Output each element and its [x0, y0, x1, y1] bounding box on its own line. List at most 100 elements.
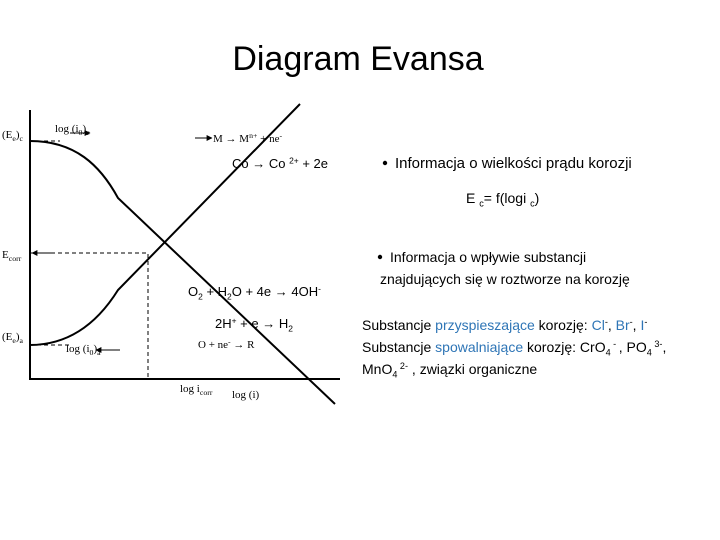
text-part: , związki organiczne	[408, 361, 537, 377]
substance-line: Substancje spowalniające korozję: CrO4 -…	[362, 339, 666, 358]
text-part: O	[595, 339, 606, 355]
text-part: 4	[392, 370, 397, 380]
text-part: corr	[9, 254, 22, 263]
text-part: log (i	[66, 343, 90, 355]
text-part: korozję:	[535, 317, 592, 333]
text-part: e	[12, 336, 16, 345]
text-part: ,	[633, 317, 641, 333]
text-part: Mn	[362, 361, 381, 377]
text-part: + H	[203, 284, 227, 299]
bullet	[377, 254, 383, 260]
text-part: M → M	[213, 133, 249, 145]
diagram-label: log (i)	[232, 389, 260, 401]
diagram-label: (Ee)a	[2, 331, 24, 345]
text-part: = f(logi	[484, 190, 530, 206]
text-part: a	[97, 348, 101, 357]
text-part: E	[2, 249, 9, 261]
text-part: (E	[2, 129, 13, 141]
text-part: korozję: Cr	[523, 339, 595, 355]
text-part: c	[86, 128, 90, 137]
text-part: corr	[200, 388, 213, 397]
bullet	[382, 160, 388, 166]
text-part: -	[630, 317, 633, 327]
title: Diagram Evansa	[232, 40, 483, 78]
bullet-text: E c= f(logi c)	[466, 190, 539, 209]
text-part: 4	[606, 348, 611, 358]
text-part: O	[188, 284, 198, 299]
substance-line: MnO4 2- , związki organiczne	[362, 361, 537, 380]
text-part: 2	[227, 291, 232, 301]
bullet-text: Informacja o wpływie substancji	[390, 249, 586, 265]
text-part: Co → Co	[232, 156, 289, 171]
text-part: -	[611, 339, 619, 349]
text-part: + ne	[257, 133, 279, 145]
text-part: Informacja o wpływie substancji	[390, 249, 586, 265]
cathodic-curve	[29, 140, 336, 405]
text-part: log (i	[55, 123, 79, 135]
text-part: -	[228, 337, 231, 346]
reaction: Co → Co 2+ + 2e	[232, 155, 328, 171]
text-part: +	[232, 315, 237, 325]
text-part: 2+	[289, 155, 299, 165]
anodic-curve	[29, 103, 301, 346]
diagram-label: log (i0)c	[55, 123, 90, 137]
diagram-label: Ecorr	[2, 249, 22, 263]
text-part: + e → H	[237, 316, 289, 331]
text-part: spowalniające	[435, 339, 523, 355]
text-part: → R	[231, 339, 256, 351]
text-part: )	[16, 331, 20, 343]
diagram-label: (Ee)c	[2, 129, 24, 143]
text-part: c	[479, 199, 484, 209]
text-part: Br	[616, 317, 630, 333]
reaction: O2 + H2O + 4e → 4OH-	[188, 283, 321, 301]
text-part: )	[16, 129, 20, 141]
text-part: 0	[79, 128, 83, 137]
text-part: Substancje	[362, 317, 435, 333]
text-part: znajdujących się w roztworze na korozję	[380, 271, 630, 287]
text-part: )	[82, 123, 86, 135]
text-part: -	[318, 283, 321, 293]
diagram-label: log icorr	[180, 383, 213, 397]
text-part: ,	[662, 339, 666, 355]
text-part: e	[12, 134, 16, 143]
text-part: c	[530, 199, 535, 209]
text-part: Substancje	[362, 339, 435, 355]
text-part: Informacja o wielkości prądu korozji	[395, 155, 632, 172]
text-part: + 2e	[299, 156, 328, 171]
text-part: I	[640, 317, 644, 333]
text-part: c	[20, 134, 24, 143]
text-part: , PO	[619, 339, 647, 355]
text-part: 2	[198, 291, 203, 301]
text-part: 0	[90, 348, 94, 357]
text-part: -	[644, 317, 647, 327]
text-part: E	[466, 190, 479, 206]
text-part: (E	[2, 331, 13, 343]
substance-line: Substancje przyspieszające korozję: Cl-,…	[362, 317, 647, 333]
bullet-text: Informacja o wielkości prądu korozji	[395, 155, 632, 172]
diagram-label: O + ne- → R	[198, 337, 255, 351]
text-part: log (i)	[232, 389, 260, 401]
text-part: O + ne	[198, 339, 228, 351]
text-part: )	[93, 343, 97, 355]
text-part: -	[605, 317, 608, 327]
text-part: przyspieszające	[435, 317, 535, 333]
text-part: O	[381, 361, 392, 377]
text-part: )	[535, 190, 540, 206]
reaction: 2H+ + e → H2	[215, 315, 293, 333]
bullet-text: znajdujących się w roztworze na korozję	[380, 271, 630, 287]
text-part: n+	[249, 131, 258, 140]
text-part: 2	[288, 323, 293, 333]
text-part: a	[20, 336, 24, 345]
text-part: -	[279, 131, 282, 140]
text-part: Cl	[592, 317, 605, 333]
text-part: O + 4e → 4OH	[232, 284, 318, 299]
text-part: 2H	[215, 316, 232, 331]
text-part: log i	[180, 383, 200, 395]
text-part: 4	[647, 348, 652, 358]
text-part: 3-	[652, 339, 663, 349]
diagram-label: log (i0)a	[66, 343, 101, 357]
equilibrium-dashes	[30, 140, 70, 346]
